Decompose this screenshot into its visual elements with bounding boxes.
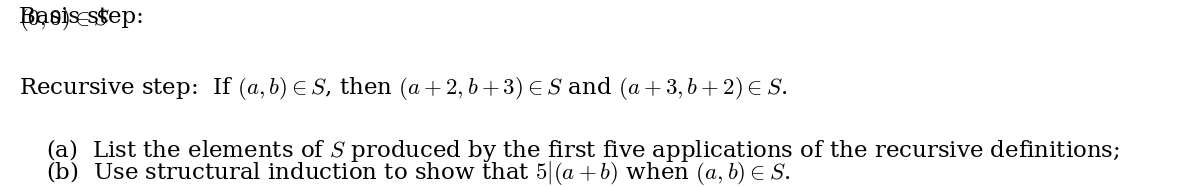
Text: Recursive step:  If $(a, b) \in S$, then $(a + 2, b + 3) \in S$ and $(a + 3, b +: Recursive step: If $(a, b) \in S$, then … xyxy=(19,75,787,102)
Text: (a)  List the elements of $S$ produced by the first five applications of the rec: (a) List the elements of $S$ produced by… xyxy=(46,137,1120,163)
Text: (b)  Use structural induction to show that $5|(a + b)$ when $(a, b) \in S$.: (b) Use structural induction to show tha… xyxy=(46,159,790,187)
Text: Basis step:: Basis step: xyxy=(19,6,158,28)
Text: $(0, 0) \in S$: $(0, 0) \in S$ xyxy=(19,6,110,33)
